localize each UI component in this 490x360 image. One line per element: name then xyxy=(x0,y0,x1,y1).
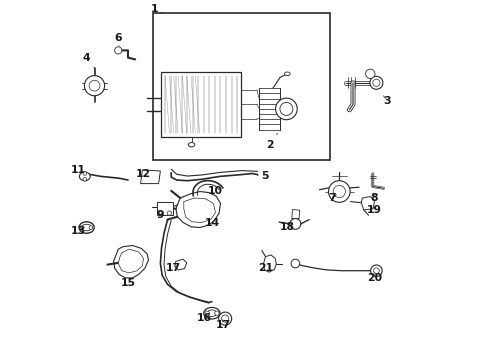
Circle shape xyxy=(370,76,383,89)
Text: 21: 21 xyxy=(258,263,273,273)
Circle shape xyxy=(89,226,93,229)
Text: 11: 11 xyxy=(71,165,86,175)
Polygon shape xyxy=(114,246,148,278)
Circle shape xyxy=(219,312,232,325)
Circle shape xyxy=(370,265,382,276)
Circle shape xyxy=(280,102,293,115)
Polygon shape xyxy=(361,197,374,210)
Text: 17: 17 xyxy=(166,263,180,273)
Circle shape xyxy=(366,69,375,78)
Text: 19: 19 xyxy=(367,204,382,215)
Text: 14: 14 xyxy=(204,218,220,228)
Ellipse shape xyxy=(207,310,217,316)
Text: 13: 13 xyxy=(71,226,86,236)
Polygon shape xyxy=(175,259,187,270)
Text: 8: 8 xyxy=(370,193,378,203)
Circle shape xyxy=(291,259,300,268)
Circle shape xyxy=(167,211,171,215)
Text: 15: 15 xyxy=(121,278,136,288)
Polygon shape xyxy=(141,170,160,184)
Circle shape xyxy=(333,185,345,198)
Text: 3: 3 xyxy=(383,96,391,106)
Text: 16: 16 xyxy=(197,312,212,323)
Text: 2: 2 xyxy=(267,133,277,150)
Circle shape xyxy=(215,311,219,315)
Circle shape xyxy=(275,98,297,120)
Text: 4: 4 xyxy=(82,53,95,68)
Circle shape xyxy=(373,79,380,86)
Polygon shape xyxy=(157,202,173,215)
Bar xyxy=(153,13,330,160)
Text: 17: 17 xyxy=(216,320,231,330)
Polygon shape xyxy=(118,249,144,273)
Polygon shape xyxy=(264,255,276,272)
Ellipse shape xyxy=(284,72,290,76)
Circle shape xyxy=(89,80,100,91)
Circle shape xyxy=(221,315,229,322)
Circle shape xyxy=(83,172,87,175)
Text: 5: 5 xyxy=(258,171,269,181)
Circle shape xyxy=(83,177,87,181)
Polygon shape xyxy=(292,210,300,219)
Ellipse shape xyxy=(79,222,94,233)
Text: 7: 7 xyxy=(328,193,337,203)
Text: 12: 12 xyxy=(136,168,151,179)
Ellipse shape xyxy=(188,143,195,147)
Circle shape xyxy=(373,268,379,274)
Polygon shape xyxy=(184,198,216,222)
Text: 18: 18 xyxy=(280,222,295,232)
Bar xyxy=(162,72,241,137)
Circle shape xyxy=(328,181,350,202)
Text: 10: 10 xyxy=(208,186,223,196)
Ellipse shape xyxy=(81,224,92,231)
Text: 1: 1 xyxy=(150,4,162,14)
Circle shape xyxy=(84,76,104,96)
Text: 20: 20 xyxy=(367,273,382,283)
Ellipse shape xyxy=(204,307,220,319)
Text: 9: 9 xyxy=(157,210,164,220)
Circle shape xyxy=(205,311,209,315)
Polygon shape xyxy=(176,192,220,228)
Text: 6: 6 xyxy=(115,33,122,46)
Circle shape xyxy=(115,47,122,54)
Ellipse shape xyxy=(79,172,90,181)
Circle shape xyxy=(80,226,84,229)
Circle shape xyxy=(290,219,301,229)
Circle shape xyxy=(159,211,163,215)
